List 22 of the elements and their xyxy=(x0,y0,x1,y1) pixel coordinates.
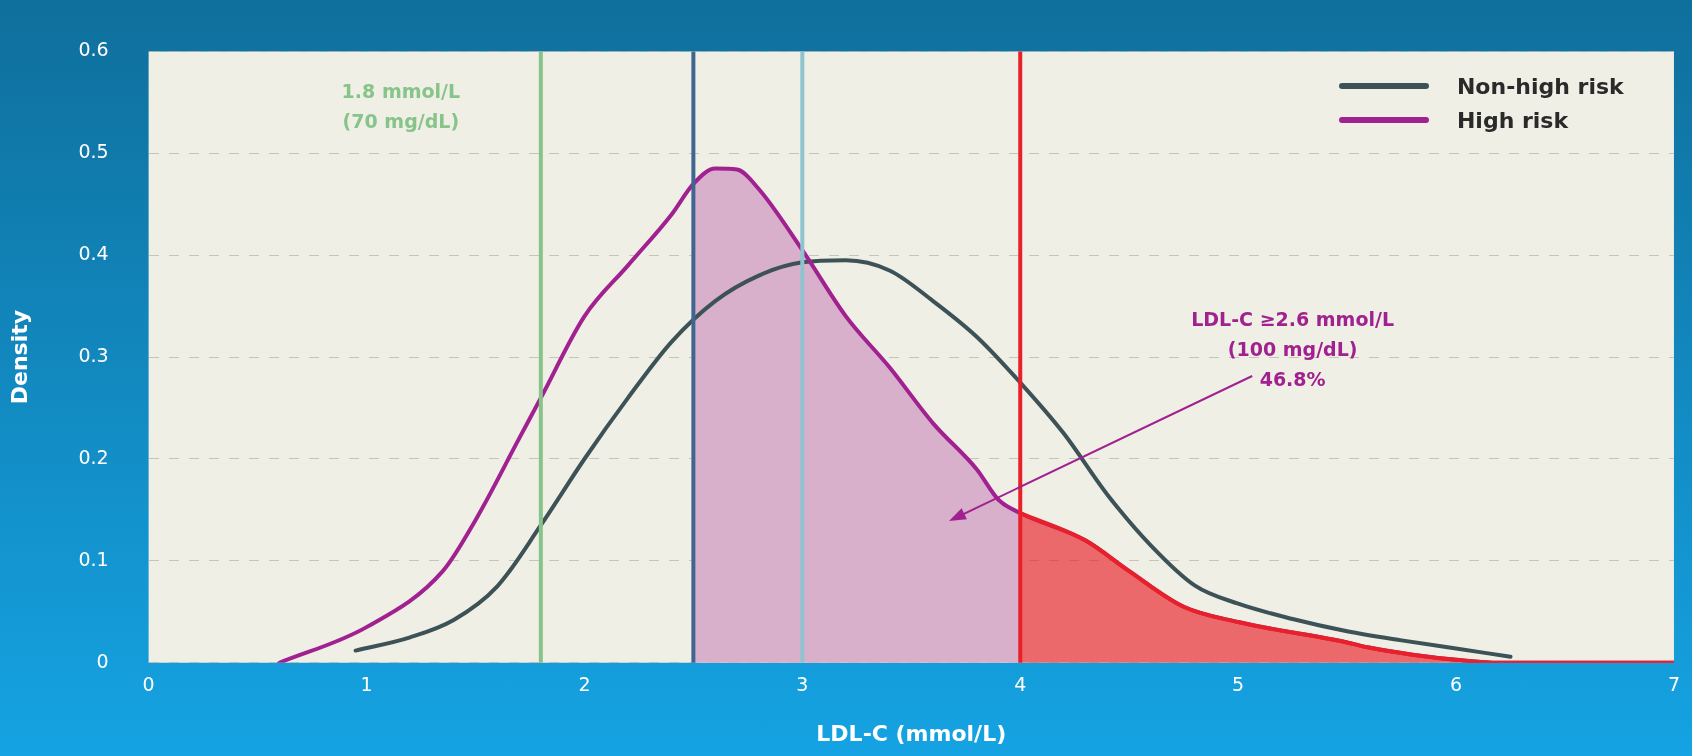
y-axis-title: Density xyxy=(6,309,32,405)
y-tick-label: 0.1 xyxy=(78,547,109,570)
x-tick-label: 4 xyxy=(1014,673,1027,696)
x-tick-label: 7 xyxy=(1667,673,1680,696)
x-tick-label: 2 xyxy=(578,673,591,696)
x-axis-title: LDL-C (mmol/L) xyxy=(816,720,1007,746)
legend-label: Non-high risk xyxy=(1456,73,1624,99)
annotation: LDL-C ≥2.6 mmol/L (100 mg/dL) 46.8% xyxy=(1191,308,1395,391)
y-tick-label: 0.3 xyxy=(78,344,109,367)
y-tick-label: 0.4 xyxy=(78,242,109,265)
y-tick-label: 0.2 xyxy=(78,445,109,468)
ref-line-label: 1.8 mmol/L (70 mg/dL) xyxy=(341,80,461,133)
y-tick-label: 0.5 xyxy=(78,140,109,163)
line-series xyxy=(353,258,1513,659)
legend-label: High risk xyxy=(1456,107,1569,133)
y-tick-label: 0.6 xyxy=(78,38,109,61)
x-tick-label: 0 xyxy=(142,673,155,696)
x-tick-label: 5 xyxy=(1232,673,1245,696)
x-tick-label: 3 xyxy=(796,673,809,696)
y-tick-label: 0 xyxy=(96,649,109,672)
x-tick-label: 6 xyxy=(1450,673,1463,696)
x-tick-label: 1 xyxy=(360,673,373,696)
